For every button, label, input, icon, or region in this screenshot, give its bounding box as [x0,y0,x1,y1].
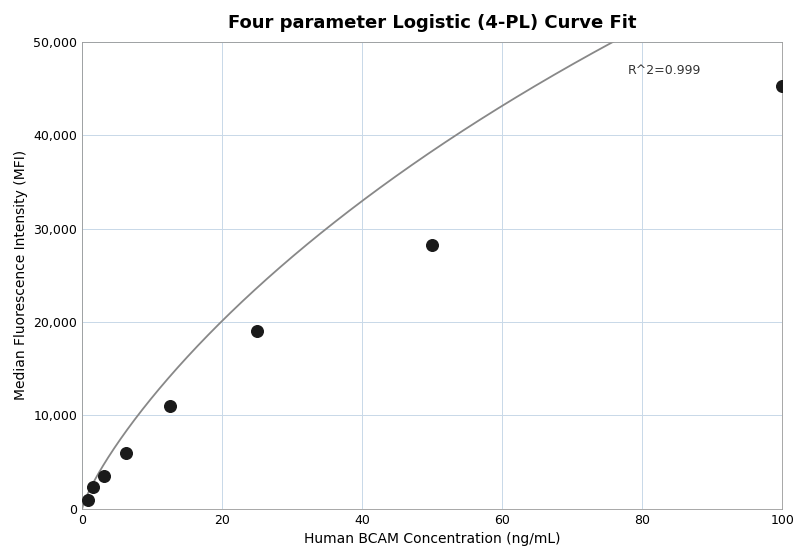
Point [98,472,111,480]
Text: R^2=0.999: R^2=0.999 [628,64,701,77]
X-axis label: Human BCAM Concentration (ng/mL): Human BCAM Concentration (ng/mL) [304,532,561,546]
Title: Four parameter Logistic (4-PL) Curve Fit: Four parameter Logistic (4-PL) Curve Fit [228,14,637,32]
Point [250,327,263,336]
Y-axis label: Median Fluorescence Intensity (MFI): Median Fluorescence Intensity (MFI) [14,150,28,400]
Point [426,241,439,250]
Point [120,448,133,457]
Point [163,402,176,410]
Point [86,483,99,492]
Point [776,81,789,90]
Point [82,496,95,505]
